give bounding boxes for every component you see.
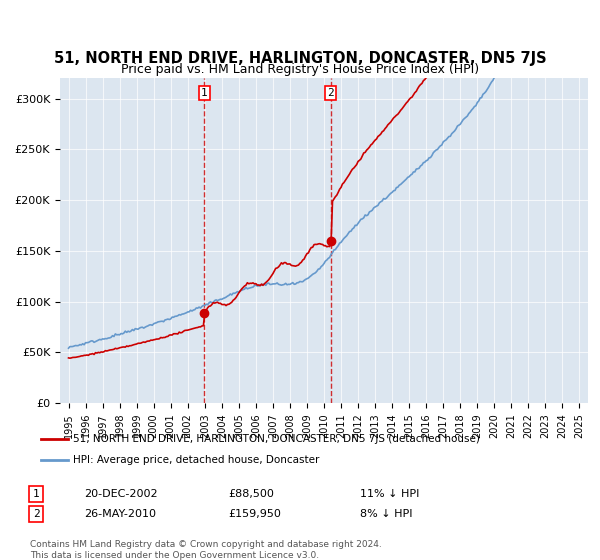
Text: 51, NORTH END DRIVE, HARLINGTON, DONCASTER, DN5 7JS (detached house): 51, NORTH END DRIVE, HARLINGTON, DONCAST… bbox=[73, 434, 480, 444]
Text: 2: 2 bbox=[32, 509, 40, 519]
Text: 20-DEC-2002: 20-DEC-2002 bbox=[84, 489, 158, 499]
Text: £88,500: £88,500 bbox=[228, 489, 274, 499]
Text: 8% ↓ HPI: 8% ↓ HPI bbox=[360, 509, 413, 519]
Text: Price paid vs. HM Land Registry's House Price Index (HPI): Price paid vs. HM Land Registry's House … bbox=[121, 63, 479, 77]
Text: 2: 2 bbox=[328, 88, 334, 98]
Text: 51, NORTH END DRIVE, HARLINGTON, DONCASTER, DN5 7JS: 51, NORTH END DRIVE, HARLINGTON, DONCAST… bbox=[53, 52, 547, 66]
Text: 11% ↓ HPI: 11% ↓ HPI bbox=[360, 489, 419, 499]
Text: 1: 1 bbox=[32, 489, 40, 499]
Text: HPI: Average price, detached house, Doncaster: HPI: Average price, detached house, Donc… bbox=[73, 455, 320, 465]
Text: 1: 1 bbox=[201, 88, 208, 98]
Text: 26-MAY-2010: 26-MAY-2010 bbox=[84, 509, 156, 519]
Text: Contains HM Land Registry data © Crown copyright and database right 2024.
This d: Contains HM Land Registry data © Crown c… bbox=[30, 540, 382, 559]
Text: £159,950: £159,950 bbox=[228, 509, 281, 519]
